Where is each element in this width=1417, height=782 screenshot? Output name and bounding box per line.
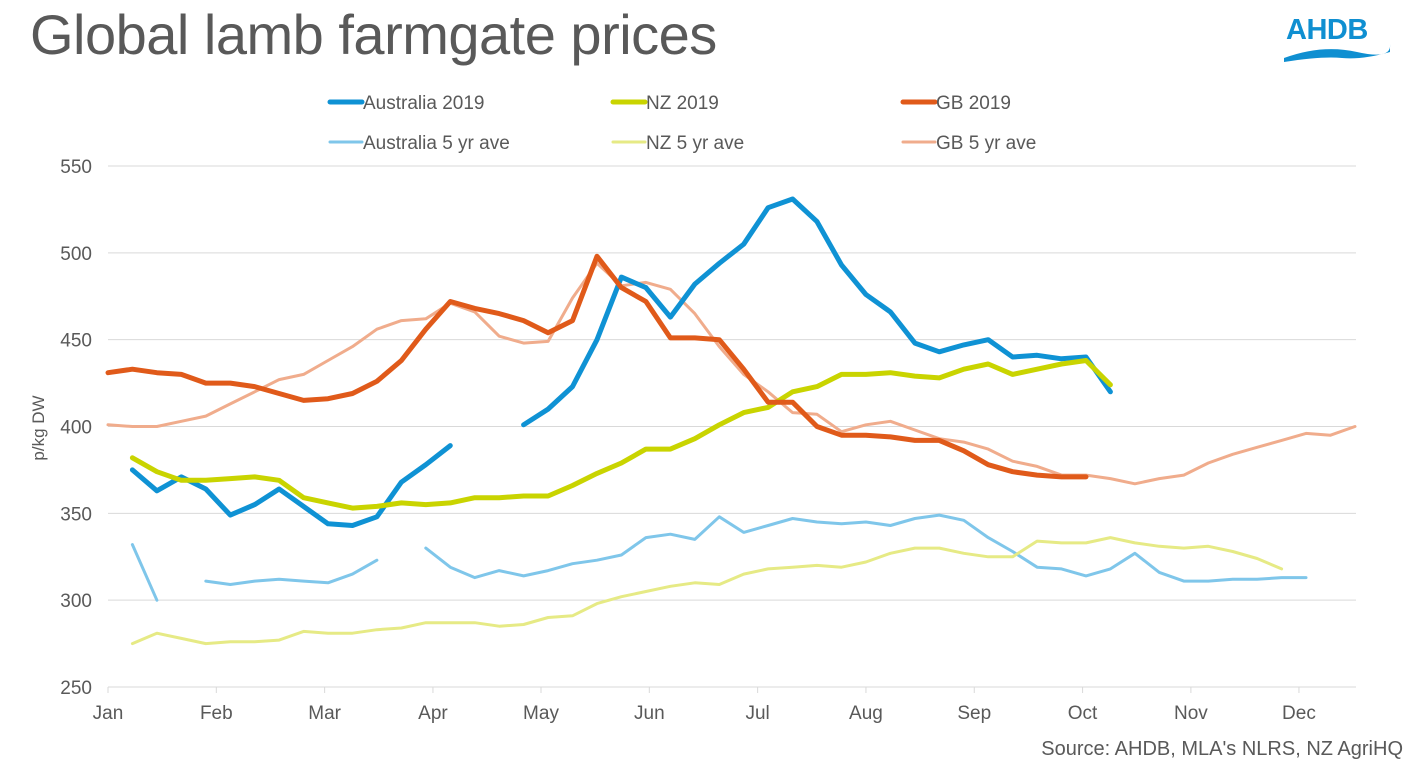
logo-wave-icon [1284,44,1391,62]
x-tick-label: Aug [849,703,883,724]
y-tick-label: 400 [60,418,92,439]
x-axis: Jan Feb Mar Apr May Jun Jul Aug Sep Oct Nov Dec [93,687,1316,724]
series-lines [105,196,1357,646]
series-line-nz-2019 [129,358,1113,511]
x-tick-label: Oct [1068,703,1098,724]
series-gb-5-yr-ave [106,261,1357,486]
y-tick-label: 250 [60,678,92,699]
series-line-australia-2019 [521,196,1113,428]
x-tick-label: Jun [634,703,665,724]
legend-label: Australia 5 yr ave [363,133,510,154]
legend-label: NZ 2019 [646,93,719,114]
legend-item-australia-5-yr-ave: Australia 5 yr ave [328,133,510,154]
series-nz-5-yr-ave [130,536,1284,646]
x-tick-label: Jul [745,703,769,724]
legend-label: GB 2019 [936,93,1011,114]
x-tick-label: May [523,703,559,724]
legend-label: GB 5 yr ave [936,133,1036,154]
legend-item-gb-5-yr-ave: GB 5 yr ave [901,133,1036,154]
x-tick-label: Apr [418,703,448,724]
legend-label: NZ 5 yr ave [646,133,744,154]
legend-item-nz-5-yr-ave: NZ 5 yr ave [611,133,744,154]
series-line-nz-5-yr-ave [130,536,1284,646]
x-tick-label: Mar [308,703,341,724]
y-axis-title: p/kg DW [29,395,48,460]
y-tick-label: 550 [60,157,92,178]
x-tick-label: Jan [93,703,124,724]
series-gb-2019 [105,253,1089,480]
legend: Australia 2019 NZ 2019 GB 2019 Australia 5 … [327,93,1036,154]
chart-title: Global lamb farmgate prices [30,3,717,66]
legend-label: Australia 2019 [363,93,484,114]
source-note: Source: AHDB, MLA's NLRS, NZ AgriHQ [1041,738,1403,760]
series-line-australia-5-yr-ave [204,558,379,586]
series-line-gb-5-yr-ave [106,261,1357,486]
gridlines [108,165,1356,688]
y-tick-label: 300 [60,591,92,612]
series-nz-2019 [129,358,1113,511]
series-line-australia-5-yr-ave [424,513,1308,583]
x-tick-label: Feb [200,703,233,724]
logo-text: AHDB [1286,14,1368,46]
series-australia-2019 [129,196,1113,528]
legend-item-australia-2019: Australia 2019 [327,93,484,114]
series-line-australia-5-yr-ave [130,543,159,602]
y-tick-label: 450 [60,331,92,352]
legend-item-nz-2019: NZ 2019 [610,93,719,114]
series-australia-5-yr-ave [130,513,1308,602]
y-tick-label: 500 [60,244,92,265]
x-tick-label: Nov [1174,703,1208,724]
legend-item-gb-2019: GB 2019 [900,93,1011,114]
series-line-gb-2019 [105,253,1089,480]
x-tick-label: Dec [1282,703,1316,724]
y-tick-label: 350 [60,504,92,525]
y-axis-ticks: 250 300 350 400 450 500 550 [60,157,92,699]
x-tick-label: Sep [957,703,991,724]
ahdb-logo: AHDB [1282,14,1392,64]
